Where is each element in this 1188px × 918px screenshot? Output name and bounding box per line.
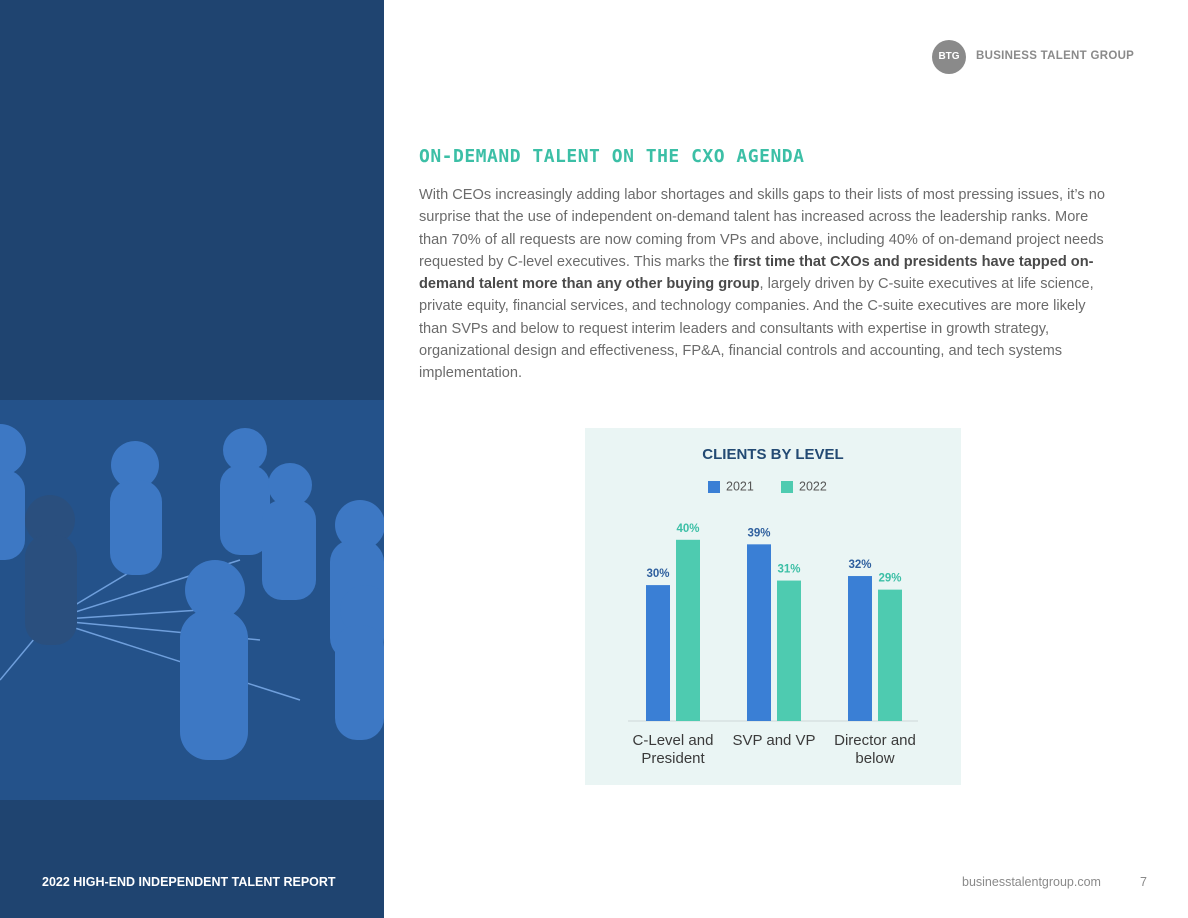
value-label: 30% (646, 568, 669, 580)
logo-mark: BTG (932, 40, 966, 74)
logo-text: BUSINESS TALENT GROUP (976, 50, 1135, 62)
value-label: 29% (878, 573, 901, 585)
text: With CEOs increasingly adding labor shor… (419, 187, 1105, 270)
chart-title: CLIENTS BY LEVEL (702, 446, 843, 463)
legend-label: 2021 (726, 479, 754, 493)
value-label: 39% (747, 527, 770, 539)
page-number: 7 (1140, 875, 1147, 889)
bar (848, 576, 872, 721)
legend-swatch (708, 481, 720, 493)
value-label: 32% (848, 559, 871, 571)
bar (646, 585, 670, 721)
bar (878, 589, 902, 721)
category-label: Director and below (834, 732, 916, 767)
figures (0, 424, 390, 760)
chart: CLIENTS BY LEVEL 2021 2022 30% 40% 39% 31% 32%… (585, 428, 961, 785)
bar (747, 544, 771, 721)
footer-url: businesstalentgroup.com (962, 875, 1101, 889)
heading: ON-DEMAND TALENT ON THE CXO AGENDA (419, 146, 805, 167)
chart-svg: CLIENTS BY LEVEL 2021 2022 30% 40% 39% 31% 32%… (628, 446, 918, 722)
category-label: C-Level and President (632, 732, 714, 767)
photo-panel (0, 0, 390, 918)
legend-swatch (781, 481, 793, 493)
body-text: With CEOs increasingly adding labor shor… (419, 184, 1109, 385)
value-label: 31% (777, 564, 800, 576)
bar (777, 580, 801, 721)
category-label: SVP and VP (732, 732, 816, 749)
footer-report: 2022 HIGH-END INDEPENDENT TALENT REPORT (42, 875, 336, 889)
value-label: 40% (676, 523, 699, 535)
bold-text: first time that CXOs and presidents have… (419, 253, 1094, 293)
photo (0, 400, 390, 800)
text: , largely driven by C-suite executives a… (419, 276, 1094, 382)
legend-label: 2022 (799, 479, 827, 493)
bar (676, 539, 700, 721)
center-figure (25, 495, 77, 645)
